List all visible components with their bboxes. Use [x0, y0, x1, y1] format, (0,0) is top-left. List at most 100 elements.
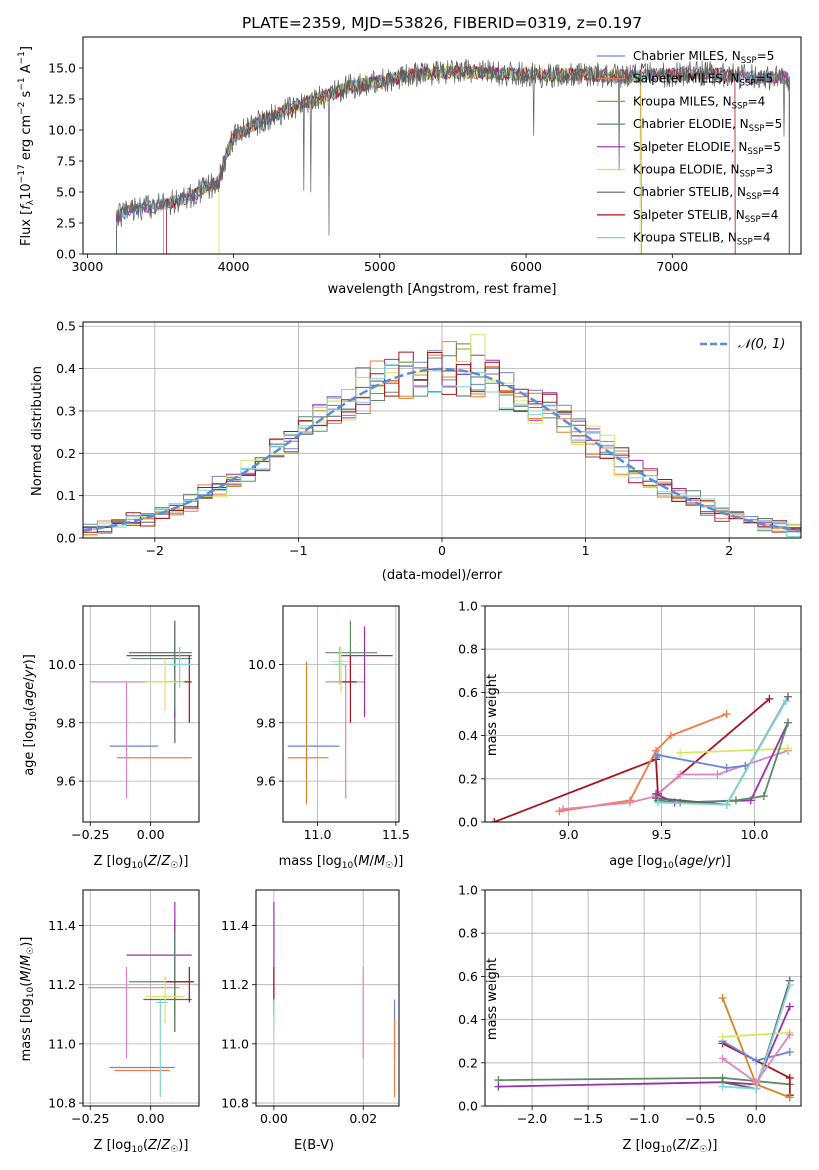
plus-marker	[783, 692, 792, 701]
x-tick-label: 2	[725, 543, 733, 558]
y-tick-label: 0.6	[458, 969, 478, 984]
legend-entry: Chabrier MILES, NSSP=5	[633, 49, 774, 66]
y-tick-label: 5.0	[56, 185, 76, 200]
spectrum-xlabel: wavelength [Angstrom, rest frame]	[328, 282, 557, 297]
axes-frame	[484, 605, 802, 823]
spectrum-line-chabrier-stelib	[116, 58, 790, 254]
y-tick-label: 1.0	[458, 883, 478, 898]
x-tick-label: 9.5	[652, 827, 672, 842]
plus-marker	[718, 1054, 727, 1063]
plus-marker	[782, 697, 791, 706]
legend-entry: Kroupa MILES, NSSP=4	[633, 94, 765, 111]
error-bar-point	[145, 658, 185, 712]
massweight-vs-age-panel: 9.0 9.5 10.0 0.0 0.2 0.4 0.6 0.8 1.0	[458, 599, 802, 842]
massZ-ylabel: mass [log10(M/M☉)]	[19, 937, 36, 1062]
plus-marker	[785, 981, 794, 990]
plus-marker	[752, 1078, 761, 1087]
massZ-xlabel: Z [log10(Z/Z☉)]	[94, 1138, 189, 1155]
x-tick-label: 3000	[71, 259, 103, 274]
plus-marker	[785, 1073, 794, 1082]
x-tick-label: 9.0	[559, 827, 579, 842]
gaussian-legend-label: 𝒩(0, 1)	[738, 337, 785, 352]
axes-frame	[82, 605, 200, 823]
axes-frame	[82, 321, 802, 539]
y-tick-label: 0.2	[458, 1055, 478, 1070]
legend-entry: Kroupa STELIB, NSSP=4	[633, 231, 771, 248]
spectrum-line-kroupa-miles	[116, 65, 642, 254]
x-tick-label: −0.5	[685, 1111, 715, 1126]
mwAge-ylabel: mass weight	[485, 674, 500, 756]
plus-marker	[722, 710, 731, 718]
plus-marker	[731, 796, 740, 805]
y-tick-label: 11.2	[48, 977, 76, 992]
y-tick-label: 10.8	[221, 1096, 249, 1111]
x-tick-label: −0.25	[71, 827, 109, 842]
histogram-step-salpeter-stelib	[83, 351, 801, 533]
age-vs-metallicity-panel: −0.25 0.00 9.6 9.8 10.0	[48, 605, 200, 842]
x-tick-label: 6000	[510, 259, 542, 274]
histogram-step-salpeter-miles	[83, 341, 801, 530]
plus-marker	[785, 1002, 794, 1011]
mass-weight-line	[680, 747, 789, 754]
y-tick-label: 0.0	[56, 247, 76, 262]
x-tick-label: −1.0	[629, 1111, 659, 1126]
legend-subscript: SSP	[745, 215, 761, 225]
x-tick-label: −2	[146, 543, 164, 558]
y-tick-label: 9.6	[56, 774, 76, 789]
legend-subscript: SSP	[749, 124, 765, 134]
plus-marker	[765, 694, 774, 703]
error-bar-point	[87, 966, 180, 1059]
legend-entry: Salpeter STELIB, NSSP=4	[633, 208, 778, 225]
x-tick-label: 11.0	[304, 827, 332, 842]
plus-marker	[785, 1030, 794, 1039]
x-tick-label: 0.00	[137, 1111, 165, 1126]
residuals-xlabel: (data-model)/error	[382, 568, 503, 583]
legend-value: =4	[761, 208, 779, 222]
residuals-panel: −2 −1 0 1 2 0.0 0.1 0.2 0.3 0.4 0.5 𝒩(0, 1)	[56, 319, 802, 558]
y-tick-label: 0.1	[56, 488, 76, 503]
y-tick-label: 0.4	[458, 1012, 478, 1027]
residuals-ylabel: Normed distribution	[30, 366, 45, 496]
y-tick-label: 0.4	[458, 728, 478, 743]
error-bar-point	[339, 655, 357, 723]
plus-marker	[785, 1048, 794, 1056]
plot-area	[494, 976, 794, 1102]
legend-value: =4	[753, 231, 771, 245]
y-tick-label: 0.0	[56, 531, 76, 546]
x-tick-label: 5000	[364, 259, 396, 274]
y-tick-label: 9.6	[256, 774, 276, 789]
axes-frame	[484, 889, 802, 1107]
legend-subscript: SSP	[741, 56, 757, 66]
x-tick-label: −1	[289, 543, 307, 558]
massweight-vs-metallicity-panel: −2.0 −1.5 −1.0 −0.5 0.0 0.0 0.2 0.4 0.6 0.8 1.0	[458, 883, 802, 1126]
legend-value: =5	[755, 72, 773, 86]
legend-entry: Kroupa ELODIE, NSSP=3	[633, 163, 773, 180]
legend-subscript: SSP	[740, 170, 756, 180]
mass-weight-line	[655, 754, 746, 769]
spectrum-panel: 3000 4000 5000 6000 7000 0.0 2.5 5.0 7.5 10.0 12.5…	[48, 36, 802, 274]
x-tick-label: 0.0	[746, 1111, 766, 1126]
legend-entry: Chabrier ELODIE, NSSP=5	[633, 117, 782, 134]
y-tick-label: 11.0	[48, 1036, 76, 1051]
legend-subscript: SSP	[747, 147, 763, 157]
legend-entry: Salpeter MILES, NSSP=5	[633, 72, 773, 89]
x-tick-label: 0	[438, 543, 446, 558]
y-tick-label: 0.2	[56, 446, 76, 461]
plus-marker	[676, 770, 685, 779]
y-tick-label: 0.3	[56, 403, 76, 418]
axes-frame	[282, 605, 400, 823]
legend-value: =5	[757, 49, 775, 63]
mass-weight-line	[493, 698, 770, 822]
y-tick-label: 0.2	[458, 771, 478, 786]
spectrum-line-kroupa-elodie	[218, 65, 641, 254]
x-tick-label: 7000	[656, 259, 688, 274]
y-tick-label: 10.0	[248, 657, 276, 672]
mass-weight-line	[498, 1006, 791, 1088]
plot-area	[116, 58, 790, 254]
y-tick-label: 0.4	[56, 361, 76, 376]
mass-weight-line	[722, 1031, 790, 1038]
plus-marker	[718, 1082, 727, 1091]
y-tick-label: 12.5	[48, 92, 76, 107]
y-tick-label: 10.0	[48, 123, 76, 138]
